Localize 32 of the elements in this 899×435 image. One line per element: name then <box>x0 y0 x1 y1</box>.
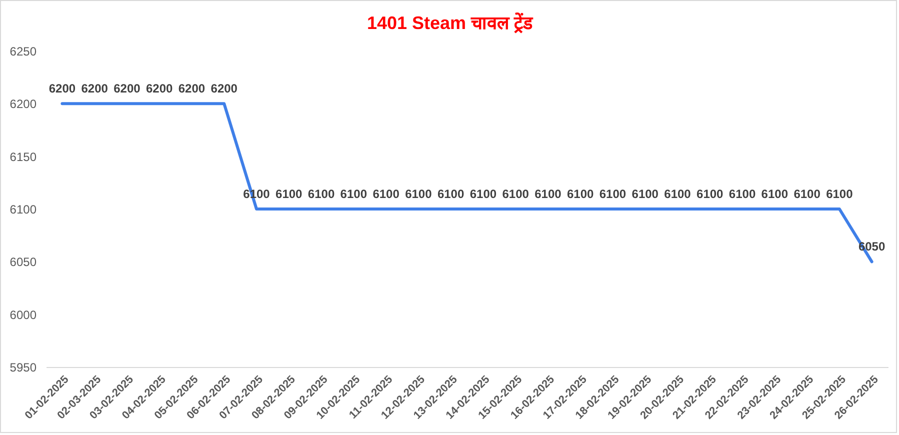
data-label: 6100 <box>534 187 562 201</box>
data-label: 6100 <box>372 187 400 201</box>
data-label: 6100 <box>761 187 788 201</box>
data-label: 6200 <box>210 82 238 96</box>
y-tick-label: 6050 <box>10 255 37 270</box>
data-label: 6200 <box>178 82 206 96</box>
y-tick-label: 6200 <box>10 97 37 112</box>
chart-title: 1401 Steam चावल ट्रेंड <box>366 12 534 34</box>
data-label: 6100 <box>826 187 854 201</box>
y-tick-label: 6250 <box>10 44 37 58</box>
data-label: 6100 <box>632 187 659 201</box>
data-label: 6100 <box>696 187 724 201</box>
data-label: 6100 <box>728 187 756 201</box>
data-label: 6200 <box>114 82 141 96</box>
data-label: 6100 <box>405 187 432 201</box>
data-label: 6100 <box>794 187 821 201</box>
y-tick-label: 5950 <box>10 360 37 374</box>
data-label: 6100 <box>276 187 303 201</box>
y-tick-label: 6000 <box>10 308 37 322</box>
data-label: 6100 <box>566 187 594 201</box>
data-label: 6100 <box>502 187 530 201</box>
data-label: 6100 <box>340 187 368 201</box>
data-label: 6200 <box>81 82 108 96</box>
data-label: 6100 <box>664 187 692 201</box>
y-tick-label: 6100 <box>10 202 37 216</box>
y-tick-label: 6150 <box>10 150 37 164</box>
data-label: 6100 <box>599 187 626 201</box>
data-label: 6200 <box>146 82 174 96</box>
data-label: 6100 <box>470 187 497 201</box>
data-label: 6100 <box>308 187 335 201</box>
data-label: 6100 <box>437 187 464 201</box>
data-label: 6200 <box>48 82 76 96</box>
